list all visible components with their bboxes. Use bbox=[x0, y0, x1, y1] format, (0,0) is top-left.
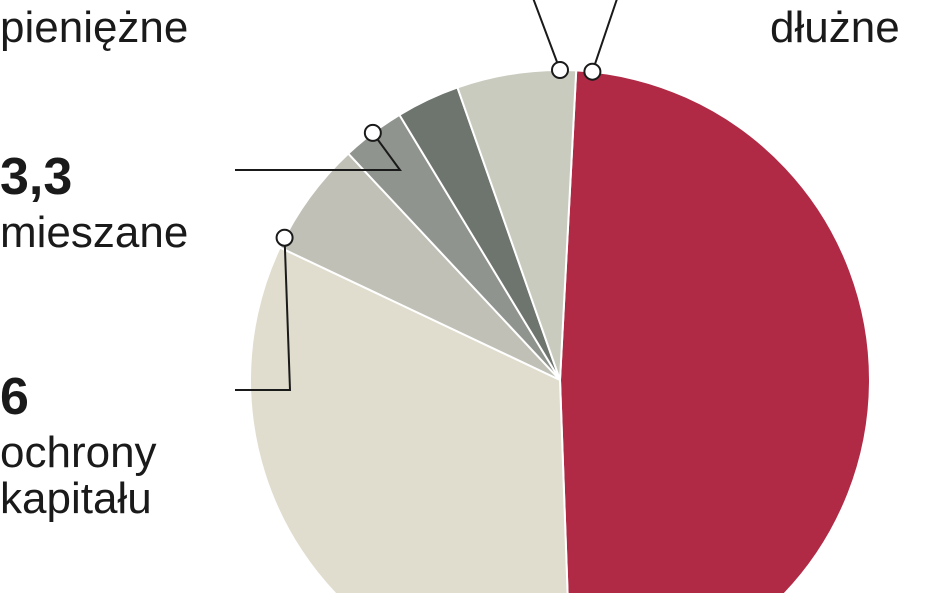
leader-dluzne bbox=[592, 0, 770, 72]
leader-dot-dluzne bbox=[584, 64, 600, 80]
label-mieszane-name: mieszane bbox=[0, 210, 188, 256]
label-ochrony-value: 6 bbox=[0, 370, 29, 425]
leader-dot-ochrony bbox=[277, 230, 293, 246]
slice-dluzne bbox=[560, 70, 870, 593]
leader-dot-mieszane bbox=[365, 125, 381, 141]
leader-pieniezne bbox=[235, 0, 560, 70]
label-pieniezne-name: pieniężne bbox=[0, 5, 188, 51]
leader-dot-pieniezne bbox=[552, 62, 568, 78]
chart-stage: 6,2 pieniężne 3,3 mieszane 6 ochronykapi… bbox=[0, 0, 948, 593]
label-mieszane-value: 3,3 bbox=[0, 150, 72, 205]
label-dluzne-name: dłużne bbox=[770, 5, 900, 51]
label-ochrony-name: ochronykapitału bbox=[0, 430, 157, 522]
